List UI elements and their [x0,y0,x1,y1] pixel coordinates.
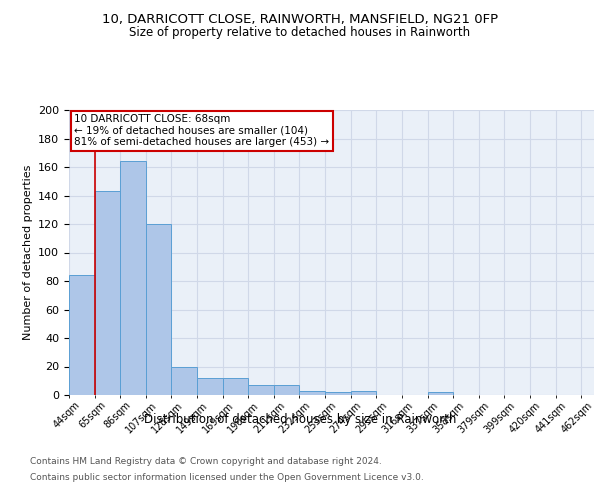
Bar [172,366,197,395]
Bar [69,276,95,395]
Bar [274,385,299,395]
Text: 10 DARRICOTT CLOSE: 68sqm
← 19% of detached houses are smaller (104)
81% of semi: 10 DARRICOTT CLOSE: 68sqm ← 19% of detac… [74,114,329,148]
Bar [223,378,248,395]
Text: Size of property relative to detached houses in Rainworth: Size of property relative to detached ho… [130,26,470,39]
Bar [146,224,172,395]
Y-axis label: Number of detached properties: Number of detached properties [23,165,32,340]
Text: Distribution of detached houses by size in Rainworth: Distribution of detached houses by size … [144,412,456,426]
Bar [248,385,274,395]
Bar [325,392,351,395]
Bar [120,162,146,395]
Text: 10, DARRICOTT CLOSE, RAINWORTH, MANSFIELD, NG21 0FP: 10, DARRICOTT CLOSE, RAINWORTH, MANSFIEL… [102,12,498,26]
Bar [351,390,376,395]
Text: Contains HM Land Registry data © Crown copyright and database right 2024.: Contains HM Land Registry data © Crown c… [30,458,382,466]
Bar [428,392,453,395]
Bar [95,191,120,395]
Text: Contains public sector information licensed under the Open Government Licence v3: Contains public sector information licen… [30,472,424,482]
Bar [197,378,223,395]
Bar [299,390,325,395]
